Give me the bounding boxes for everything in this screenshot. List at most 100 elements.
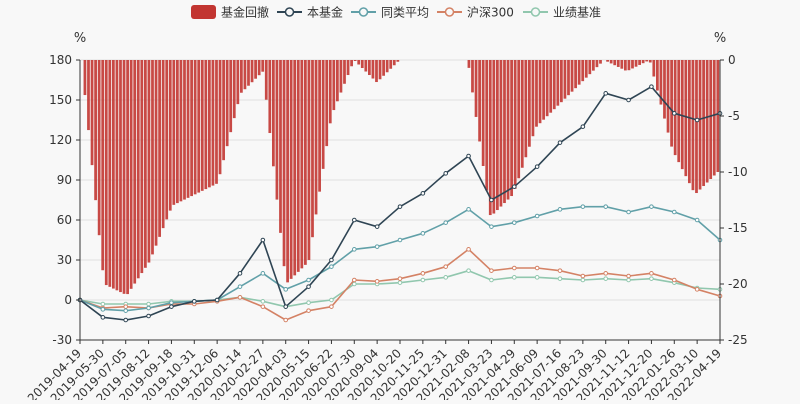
- drawdown-bar: [616, 60, 620, 67]
- series-point: [443, 264, 449, 269]
- drawdown-bar: [620, 60, 624, 69]
- drawdown-bar: [108, 60, 112, 287]
- drawdown-bar: [208, 60, 211, 188]
- legend-item-0: 基金回撤: [191, 5, 269, 20]
- series-point: [626, 97, 631, 103]
- series-point: [123, 308, 129, 313]
- series-point: [260, 237, 266, 243]
- drawdown-bars: [83, 60, 720, 295]
- drawdown-bar: [211, 60, 215, 186]
- drawdown-bar: [328, 60, 332, 124]
- drawdown-bar: [190, 60, 193, 197]
- series-point: [671, 209, 677, 215]
- legend-label: 业绩基准: [553, 6, 601, 20]
- drawdown-bar: [538, 60, 542, 124]
- drawdown-bar: [296, 60, 300, 272]
- drawdown-bar: [222, 60, 225, 161]
- series-point: [534, 164, 540, 169]
- drawdown-bar: [282, 60, 286, 267]
- drawdown-bar: [147, 60, 151, 263]
- series-point: [671, 111, 677, 116]
- drawdown-bar: [471, 60, 474, 93]
- drawdown-bar: [556, 60, 560, 106]
- series-point: [694, 287, 700, 292]
- drawdown-bar: [179, 60, 183, 202]
- series-point: [397, 204, 403, 209]
- drawdown-bar: [161, 60, 165, 229]
- drawdown-bar: [712, 60, 716, 176]
- drawdown-bar: [396, 60, 400, 62]
- legend-label: 基金回撤: [221, 5, 269, 20]
- drawdown-bar: [634, 60, 638, 67]
- series-point: [420, 277, 426, 283]
- series-point: [100, 315, 106, 320]
- series-point: [329, 264, 334, 269]
- drawdown-bar: [389, 60, 393, 69]
- drawdown-bar: [599, 60, 602, 64]
- series-point: [443, 275, 449, 280]
- series-point: [603, 276, 609, 281]
- legend-swatch-marker: [444, 7, 455, 17]
- drawdown-bar: [581, 60, 585, 82]
- drawdown-bar: [371, 60, 375, 79]
- drawdown-bar: [613, 60, 617, 66]
- drawdown-bar: [656, 60, 659, 91]
- drawdown-bar: [638, 60, 641, 65]
- legend-item-3: 沪深300: [437, 6, 514, 20]
- series-point: [511, 265, 517, 271]
- series-point: [283, 317, 289, 323]
- drawdown-bar: [375, 60, 378, 83]
- series-point: [489, 277, 494, 283]
- legend-swatch-marker: [358, 7, 369, 17]
- drawdown-bar: [215, 60, 218, 184]
- drawdown-bar: [275, 60, 279, 200]
- drawdown-bar: [378, 60, 382, 80]
- drawdown-bar: [261, 60, 265, 72]
- series-point: [649, 271, 654, 276]
- drawdown-bar: [186, 60, 190, 198]
- drawdown-bar: [588, 60, 592, 75]
- drawdown-bar: [140, 60, 144, 274]
- drawdown-bar: [670, 60, 673, 147]
- drawdown-bar: [563, 60, 567, 99]
- series-point: [557, 276, 563, 281]
- series-point: [580, 273, 586, 279]
- drawdown-bar: [126, 60, 129, 295]
- series-point: [557, 140, 563, 145]
- drawdown-bar: [524, 60, 528, 158]
- drawdown-bar: [385, 60, 389, 73]
- drawdown-bar: [705, 60, 709, 183]
- drawdown-bar: [688, 60, 691, 184]
- drawdown-bar: [627, 60, 631, 71]
- series-point: [146, 313, 151, 319]
- drawdown-bar: [531, 60, 535, 137]
- series-point: [351, 247, 357, 252]
- drawdown-bar: [492, 60, 496, 214]
- drawdown-bar: [158, 60, 161, 237]
- drawdown-bar: [663, 60, 666, 119]
- drawdown-bar: [94, 60, 97, 201]
- series-point: [169, 304, 174, 309]
- series-point: [489, 224, 494, 229]
- series-point: [329, 297, 334, 303]
- drawdown-bar: [257, 60, 261, 76]
- drawdown-bar: [503, 60, 506, 204]
- series-point: [443, 171, 449, 176]
- series-line-同类平均: [79, 205, 721, 312]
- drawdown-bar: [666, 60, 670, 133]
- series-point: [420, 271, 426, 276]
- series-point: [237, 271, 243, 276]
- series-point: [397, 280, 403, 285]
- drawdown-bar: [528, 60, 531, 147]
- drawdown-bar: [122, 60, 126, 294]
- drawdown-bar: [467, 60, 471, 68]
- drawdown-bar: [243, 60, 247, 90]
- series-point: [306, 300, 311, 305]
- drawdown-bar: [144, 60, 147, 268]
- right-tick-label: 0: [728, 53, 736, 67]
- series-lines: [77, 84, 723, 323]
- series-point: [534, 213, 540, 219]
- legend-label: 本基金: [307, 5, 343, 20]
- drawdown-bar: [183, 60, 186, 200]
- legend-item-4: 业绩基准: [523, 6, 601, 20]
